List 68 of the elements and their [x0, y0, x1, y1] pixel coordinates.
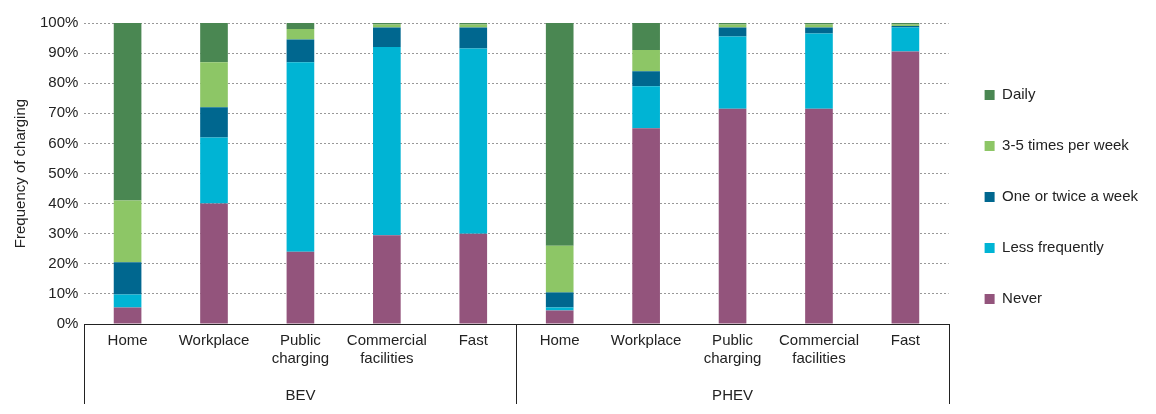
- bar: [545, 245, 574, 293]
- bar: [891, 27, 920, 52]
- y-tick-label: 90%: [48, 43, 79, 61]
- bar: [286, 251, 315, 324]
- x-tick-label: Workplace: [178, 331, 250, 349]
- x-tick-label: Commercial facilities: [778, 331, 859, 367]
- x-tick-label: Fast: [458, 331, 489, 349]
- bar: [718, 27, 747, 37]
- bar: [545, 310, 574, 324]
- y-axis-title: Frequency of charging: [11, 98, 29, 249]
- bar: [632, 50, 660, 72]
- bar: [200, 107, 228, 138]
- bar: [805, 108, 833, 324]
- bar: [718, 36, 747, 109]
- bar: [632, 71, 660, 87]
- bar: [805, 27, 833, 34]
- bar: [113, 262, 142, 295]
- bar: [286, 62, 315, 252]
- y-tick-label: 40%: [48, 193, 79, 211]
- bar: [632, 23, 660, 51]
- x-tick-label: Public charging: [703, 331, 762, 367]
- bar: [718, 108, 747, 324]
- bar: [113, 200, 142, 263]
- bar: [891, 51, 920, 324]
- y-tick-label: 10%: [48, 284, 79, 302]
- bar: [459, 48, 488, 234]
- bar: [373, 235, 401, 324]
- bar: [286, 29, 315, 40]
- bar: [459, 233, 488, 324]
- y-tick-label: 80%: [48, 73, 79, 91]
- bar: [373, 27, 401, 48]
- bar: [545, 307, 574, 311]
- text: BEV: [285, 386, 316, 403]
- legend-label: 3-5 times per week: [1002, 136, 1130, 154]
- x-tick-label: Public charging: [271, 331, 330, 367]
- y-tick-label: 70%: [48, 103, 79, 121]
- bar: [805, 33, 833, 109]
- bar: [632, 128, 660, 324]
- bar: [459, 27, 488, 49]
- y-tick-label: 0%: [56, 314, 79, 332]
- bar: [373, 47, 401, 236]
- y-tick-label: 50%: [48, 163, 79, 181]
- y-tick-label: 100%: [39, 13, 79, 31]
- bar: [113, 23, 142, 201]
- x-tick-label: Commercial facilities: [346, 331, 427, 367]
- legend-label: Daily: [1002, 85, 1036, 103]
- bar: [200, 23, 228, 63]
- bar: [545, 23, 574, 246]
- bar: [286, 39, 315, 63]
- bar: [200, 137, 228, 204]
- y-tick-label: 20%: [48, 253, 79, 271]
- text: PHEV: [712, 386, 753, 403]
- y-tick-label: 30%: [48, 223, 79, 241]
- bar: [632, 86, 660, 129]
- legend-label: Less frequently: [1002, 238, 1105, 256]
- bar: [286, 23, 315, 30]
- legend-label: One or twice a week: [1002, 187, 1139, 205]
- x-tick-label: Fast: [890, 331, 921, 349]
- bar: [545, 292, 574, 308]
- bar: [200, 203, 228, 324]
- x-tick-label: Home: [539, 331, 580, 349]
- x-tick-label: Home: [107, 331, 148, 349]
- x-tick-label: Workplace: [610, 331, 682, 349]
- bar: [113, 294, 142, 308]
- y-tick-label: 60%: [48, 133, 79, 151]
- legend-label: Never: [1002, 289, 1043, 307]
- bar: [200, 62, 228, 108]
- bar: [113, 307, 142, 324]
